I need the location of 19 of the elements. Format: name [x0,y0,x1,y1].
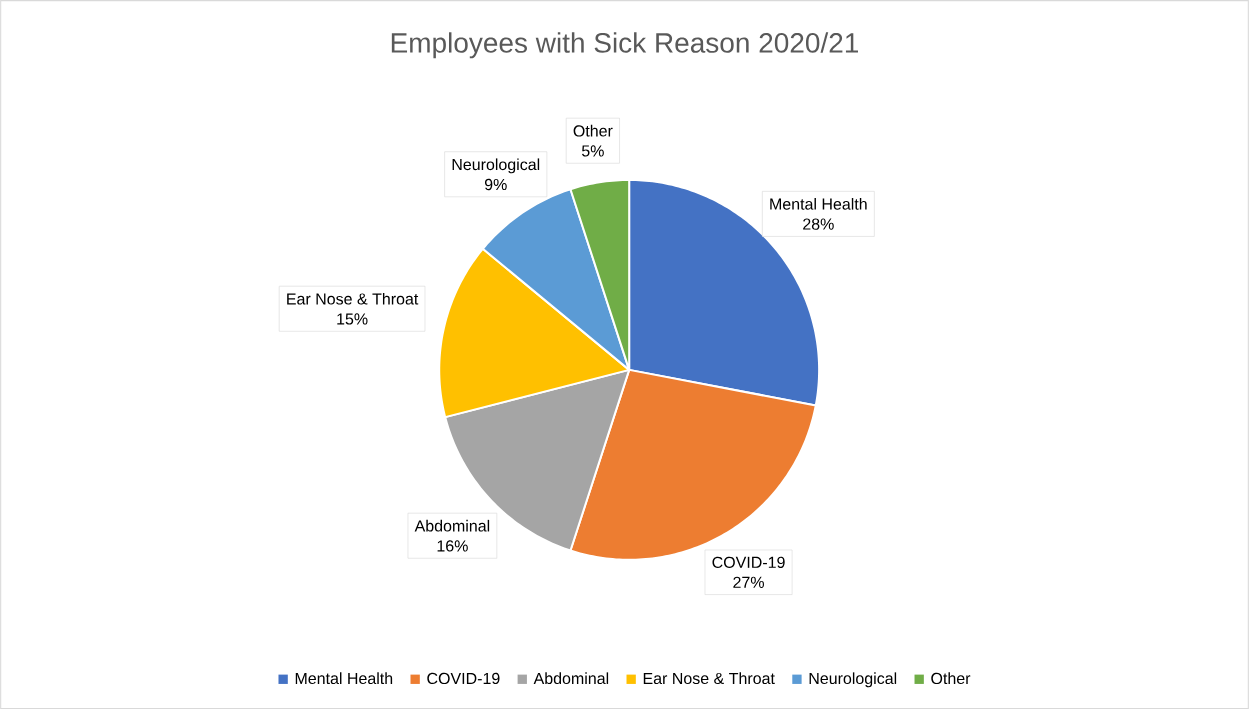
data-label: 16% [437,540,468,552]
legend-label: Ear Nose & Throat [643,672,775,685]
legend-label: Abdominal [533,672,609,685]
slice-label: Mental Health [770,197,867,210]
legend-label: Other [931,672,971,685]
slice-label: COVID-19 [712,556,785,568]
legend-label: Mental Health [295,672,393,685]
slice-label: Abdominal [414,519,490,532]
data-label: 9% [484,178,507,191]
data-label: 5% [581,145,604,157]
data-label: 15% [337,313,368,325]
data-label: 27% [733,576,764,588]
legend-label: COVID-19 [427,672,500,685]
legend-label: Neurological [809,672,897,688]
slice-label: Other [573,124,613,137]
slice-label: Neurological [452,158,540,174]
slice-label: Ear Nose & Throat [287,292,419,305]
chart-title: Employees with Sick Reason 2020/21 [391,32,858,59]
data-label: 28% [803,218,834,230]
